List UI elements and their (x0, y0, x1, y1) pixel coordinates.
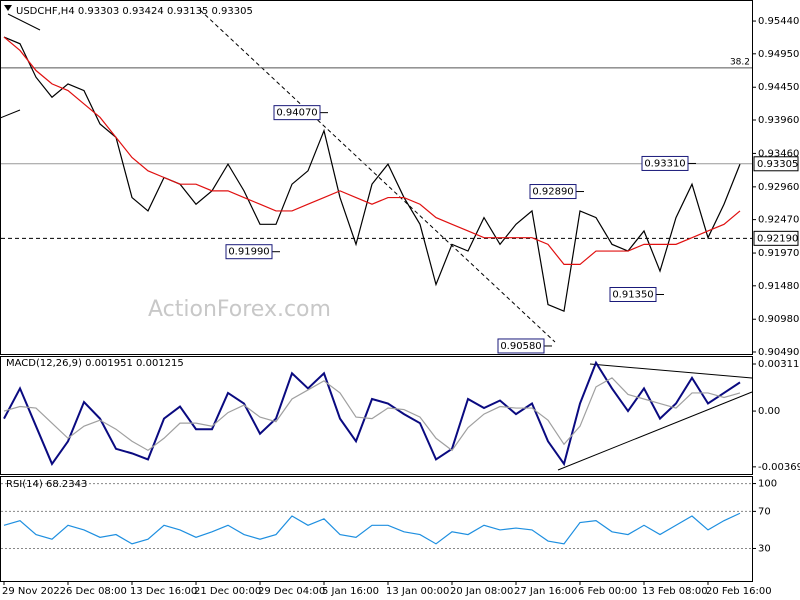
indicator-name: RSI(14) (6, 479, 46, 490)
y-tick-label: 0.00 (758, 406, 780, 417)
annotation-label: 0.93310 (644, 158, 685, 169)
price-box (753, 156, 799, 172)
rsi-panel (0, 476, 753, 582)
ohlc-value: 0.93305 (211, 6, 252, 17)
annotation-label: 0.91350 (612, 289, 653, 300)
y-tick-label: 0.95440 (758, 16, 799, 27)
annotation-box (225, 244, 273, 260)
y-tick-label: 0.92960 (758, 182, 799, 193)
x-tick-label: 27 Jan 16:00 (514, 586, 577, 597)
y-tick-label: -0.003693 (758, 462, 800, 473)
price-box-label: 0.92190 (757, 233, 798, 244)
x-tick-label: 20 Feb 16:00 (706, 586, 772, 597)
x-tick-label: 5 Jan 16:00 (322, 586, 379, 597)
trend-line (589, 363, 753, 379)
annotation-label: 0.94070 (276, 108, 317, 119)
series-line (3, 512, 741, 545)
trend-line (7, 13, 41, 31)
trend-line (199, 9, 556, 343)
fib-label: 38.2 (730, 57, 750, 67)
y-tick-label: 0.91480 (758, 281, 799, 292)
panel-title: USDCHF,H4 0.93303 0.93424 0.93135 0.9330… (16, 6, 253, 17)
annotation-label: 0.92890 (532, 187, 573, 198)
series-line (3, 36, 741, 313)
series-line (3, 377, 741, 452)
y-tick-label: 0.93960 (758, 115, 799, 126)
readout-value: 0.001951 (85, 358, 136, 369)
panel-title: MACD(12,26,9) 0.001951 0.001215 (6, 358, 184, 369)
series-line (3, 360, 741, 467)
macd-panel (0, 356, 753, 475)
y-tick-label: 0.94950 (758, 49, 799, 60)
y-tick-label: 0.90490 (758, 347, 799, 358)
annotation-box (529, 184, 577, 200)
x-tick-label: 13 Dec 16:00 (130, 586, 197, 597)
price-box-label: 0.93305 (757, 159, 798, 170)
x-tick-label: 29 Dec 04:00 (258, 586, 325, 597)
ohlc-value: 0.93424 (122, 6, 167, 17)
menu-arrow (4, 5, 12, 11)
x-tick-label: 20 Jan 08:00 (450, 586, 513, 597)
y-tick-label: 0.003117 (758, 359, 800, 370)
annotation-box (609, 286, 657, 302)
trend-line (557, 391, 753, 471)
y-tick-label: 0.90980 (758, 314, 799, 325)
y-tick-label: 0.93460 (758, 148, 799, 159)
annotation-box (497, 338, 545, 354)
x-tick-label: 13 Jan 00:00 (386, 586, 449, 597)
y-tick-label: 70 (758, 506, 771, 517)
annotation-label: 0.91990 (228, 247, 269, 258)
readout-value: 0.001215 (136, 358, 184, 369)
x-tick-label: 29 Nov 2022 (2, 586, 66, 597)
y-tick-label: 30 (758, 543, 771, 554)
ohlc-value: 0.93135 (167, 6, 212, 17)
annotation-box (273, 105, 321, 121)
annotation-box (641, 155, 689, 171)
trend-line (0, 109, 21, 119)
annotation-label: 0.90580 (500, 341, 541, 352)
y-tick-label: 0.91970 (758, 248, 799, 259)
y-tick-label: 0.94450 (758, 82, 799, 93)
x-tick-label: 6 Dec 08:00 (66, 586, 127, 597)
y-tick-label: 100 (758, 479, 777, 490)
watermark: ActionForex.com (148, 297, 331, 322)
price-panel (0, 0, 753, 355)
indicator-name: USDCHF,H4 (16, 6, 78, 17)
y-tick-label: 0.92470 (758, 215, 799, 226)
indicator-name: MACD(12,26,9) (6, 358, 85, 369)
x-tick-label: 13 Feb 08:00 (642, 586, 708, 597)
x-tick-label: 6 Feb 00:00 (578, 586, 637, 597)
x-tick-label: 21 Dec 00:00 (194, 586, 261, 597)
price-box (753, 230, 799, 246)
panel-title: RSI(14) 68.2343 (6, 479, 87, 490)
series-line (3, 36, 741, 266)
ohlc-value: 0.93303 (78, 6, 123, 17)
readout-value: 68.2343 (46, 479, 87, 490)
